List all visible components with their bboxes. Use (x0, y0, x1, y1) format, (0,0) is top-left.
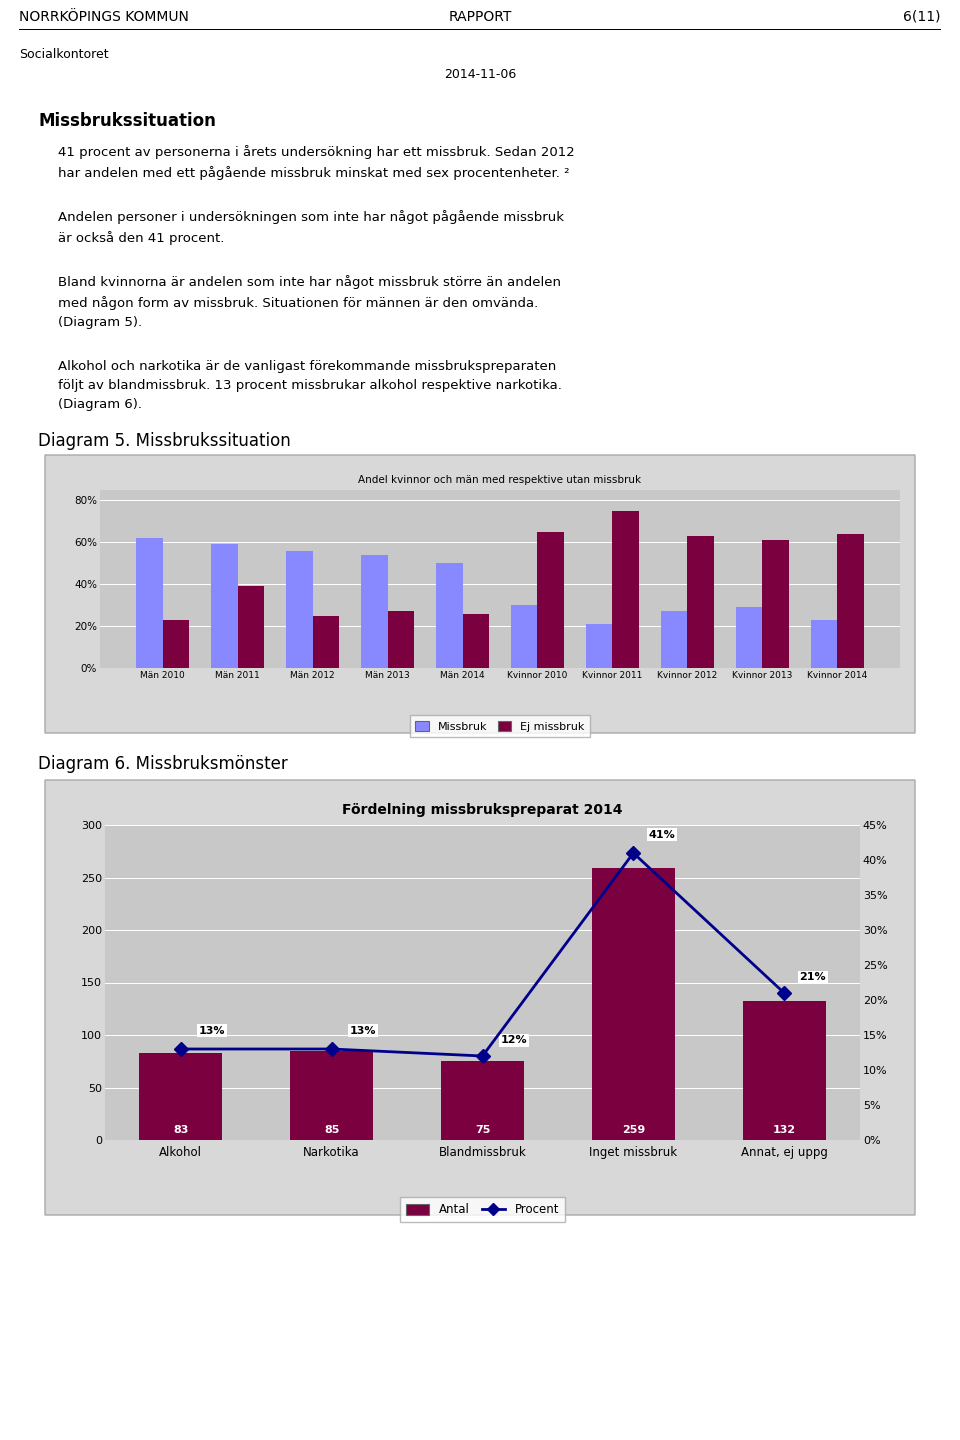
Text: NORRKÖPINGS KOMMUN: NORRKÖPINGS KOMMUN (19, 10, 189, 24)
Text: 83: 83 (173, 1125, 188, 1135)
Text: 132: 132 (773, 1125, 796, 1135)
Bar (139, 1053, 223, 1140)
FancyBboxPatch shape (45, 780, 915, 1215)
Bar (436, 563, 463, 668)
Text: 13%: 13% (199, 1025, 226, 1035)
Bar (512, 605, 538, 668)
Bar (136, 539, 162, 668)
Text: 75: 75 (475, 1125, 491, 1135)
Bar (463, 613, 489, 668)
Text: 41 procent av personerna i årets undersökning har ett missbruk. Sedan 2012
har a: 41 procent av personerna i årets undersö… (58, 145, 574, 180)
Text: 13%: 13% (349, 1025, 376, 1035)
Bar (441, 1061, 524, 1140)
Title: Fördelning missbrukspreparat 2014: Fördelning missbrukspreparat 2014 (343, 804, 623, 816)
Text: Diagram 6. Missbruksmönster: Diagram 6. Missbruksmönster (38, 755, 288, 773)
Text: Alkohol och narkotika är de vanligast förekommande missbrukspreparaten
följt av : Alkohol och narkotika är de vanligast fö… (58, 360, 562, 410)
Bar (612, 511, 638, 668)
Legend: Antal, Procent: Antal, Procent (400, 1198, 565, 1223)
Text: Andelen personer i undersökningen som inte har något pågående missbruk
är också : Andelen personer i undersökningen som in… (58, 210, 564, 245)
Bar (237, 586, 264, 668)
Text: 2014-11-06: 2014-11-06 (444, 68, 516, 81)
Bar (388, 612, 414, 668)
Text: 6(11): 6(11) (903, 10, 941, 24)
Text: 41%: 41% (648, 829, 675, 840)
Text: Diagram 5. Missbrukssituation: Diagram 5. Missbrukssituation (38, 432, 291, 449)
Text: 259: 259 (622, 1125, 645, 1135)
Bar (837, 534, 864, 668)
Bar (587, 624, 612, 668)
Bar (811, 619, 837, 668)
Text: 21%: 21% (800, 972, 826, 982)
Bar (313, 616, 339, 668)
Text: Socialkontoret: Socialkontoret (19, 48, 108, 60)
Bar (762, 540, 789, 668)
Bar (743, 1001, 826, 1140)
FancyBboxPatch shape (45, 455, 915, 733)
Bar (736, 608, 762, 668)
Title: Andel kvinnor och män med respektive utan missbruk: Andel kvinnor och män med respektive uta… (358, 475, 641, 485)
Bar (162, 619, 189, 668)
Bar (687, 536, 713, 668)
Bar (361, 554, 388, 668)
Bar (286, 550, 313, 668)
Text: Missbrukssituation: Missbrukssituation (38, 112, 216, 130)
Text: Bland kvinnorna är andelen som inte har något missbruk större än andelen
med någ: Bland kvinnorna är andelen som inte har … (58, 275, 561, 328)
Bar (538, 531, 564, 668)
Bar (290, 1051, 373, 1140)
Text: RAPPORT: RAPPORT (448, 10, 512, 24)
Text: 85: 85 (324, 1125, 339, 1135)
Bar (661, 612, 687, 668)
Text: 12%: 12% (500, 1035, 527, 1045)
Bar (211, 544, 237, 668)
Legend: Missbruk, Ej missbruk: Missbruk, Ej missbruk (410, 716, 590, 737)
Bar (592, 868, 675, 1140)
